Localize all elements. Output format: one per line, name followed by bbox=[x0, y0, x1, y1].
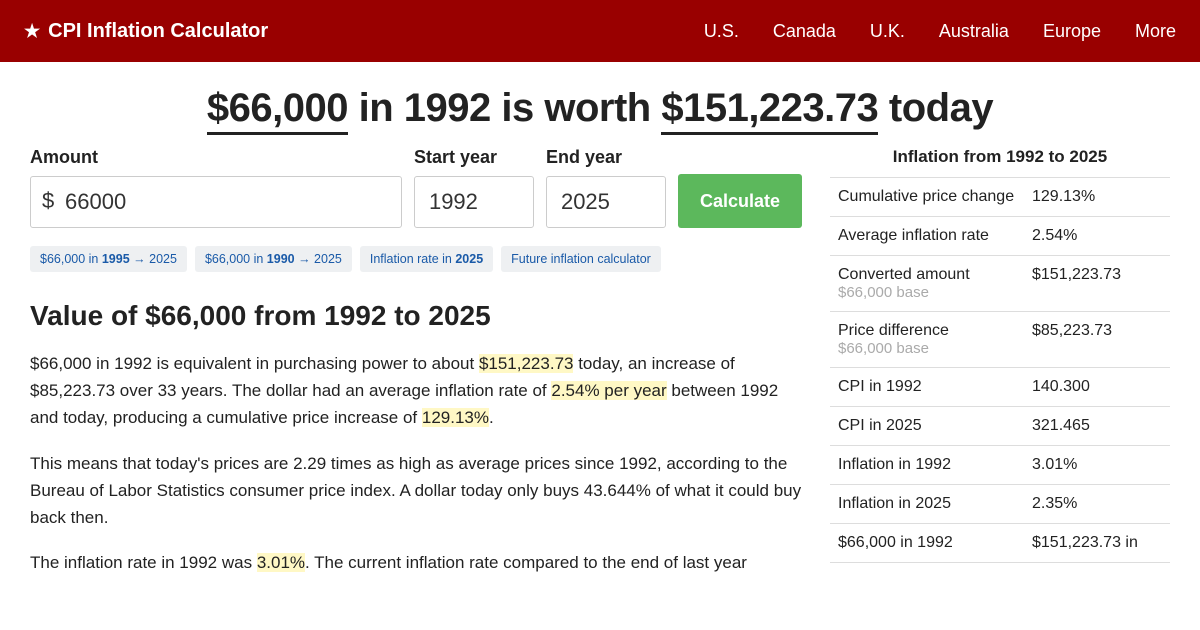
stats-label: Price difference$66,000 base bbox=[838, 322, 1032, 357]
calculator-form: Amount $ Start year End year Calculate bbox=[30, 147, 802, 228]
stats-row: Inflation in 20252.35% bbox=[830, 485, 1170, 524]
stats-row: Cumulative price change129.13% bbox=[830, 178, 1170, 217]
page-headline: $66,000 in 1992 is worth $151,223.73 tod… bbox=[0, 86, 1200, 131]
brand[interactable]: ★ CPI Inflation Calculator bbox=[24, 20, 268, 43]
pill-future[interactable]: Future inflation calculator bbox=[501, 246, 661, 272]
stats-sublabel: $66,000 base bbox=[838, 284, 1032, 301]
start-year-label: Start year bbox=[414, 147, 534, 168]
nav-links: U.S. Canada U.K. Australia Europe More bbox=[704, 21, 1176, 42]
stats-value: 2.54% bbox=[1032, 227, 1162, 245]
stats-panel: Inflation from 1992 to 2025 Cumulative p… bbox=[830, 147, 1170, 594]
pill-1990[interactable]: $66,000 in 1990 → 2025 bbox=[195, 246, 352, 272]
headline-amount: $66,000 bbox=[207, 86, 348, 135]
stats-label: Inflation in 1992 bbox=[838, 456, 1032, 474]
stats-row: CPI in 1992140.300 bbox=[830, 368, 1170, 407]
nav-link-australia[interactable]: Australia bbox=[939, 21, 1009, 42]
headline-result: $151,223.73 bbox=[661, 86, 878, 135]
nav-link-uk[interactable]: U.K. bbox=[870, 21, 905, 42]
nav-link-more[interactable]: More bbox=[1135, 21, 1176, 42]
stats-value: 129.13% bbox=[1032, 188, 1162, 206]
body-text: $66,000 in 1992 is equivalent in purchas… bbox=[30, 350, 802, 576]
stats-sublabel: $66,000 base bbox=[838, 340, 1032, 357]
stats-title: Inflation from 1992 to 2025 bbox=[830, 147, 1170, 177]
paragraph-2: This means that today's prices are 2.29 … bbox=[30, 450, 802, 532]
related-links: $66,000 in 1995 → 2025 $66,000 in 1990 →… bbox=[30, 246, 802, 272]
pill-1995[interactable]: $66,000 in 1995 → 2025 bbox=[30, 246, 187, 272]
stats-label: CPI in 1992 bbox=[838, 378, 1032, 396]
end-year-label: End year bbox=[546, 147, 666, 168]
stats-row: CPI in 2025321.465 bbox=[830, 407, 1170, 446]
stats-label: Cumulative price change bbox=[838, 188, 1032, 206]
start-year-input[interactable] bbox=[414, 176, 534, 228]
amount-input[interactable] bbox=[30, 176, 402, 228]
stats-label: Inflation in 2025 bbox=[838, 495, 1032, 513]
stats-row: Inflation in 19923.01% bbox=[830, 446, 1170, 485]
stats-table: Cumulative price change129.13%Average in… bbox=[830, 177, 1170, 563]
stats-row: Price difference$66,000 base$85,223.73 bbox=[830, 312, 1170, 368]
nav-link-europe[interactable]: Europe bbox=[1043, 21, 1101, 42]
stats-value: 3.01% bbox=[1032, 456, 1162, 474]
brand-text: CPI Inflation Calculator bbox=[48, 20, 268, 43]
nav-link-canada[interactable]: Canada bbox=[773, 21, 836, 42]
stats-label: Average inflation rate bbox=[838, 227, 1032, 245]
nav-link-us[interactable]: U.S. bbox=[704, 21, 739, 42]
stats-value: 2.35% bbox=[1032, 495, 1162, 513]
calculate-button[interactable]: Calculate bbox=[678, 174, 802, 228]
stats-row: Converted amount$66,000 base$151,223.73 bbox=[830, 256, 1170, 312]
stats-label: Converted amount$66,000 base bbox=[838, 266, 1032, 301]
paragraph-1: $66,000 in 1992 is equivalent in purchas… bbox=[30, 350, 802, 432]
stats-value: 321.465 bbox=[1032, 417, 1162, 435]
amount-label: Amount bbox=[30, 147, 402, 168]
stats-label: $66,000 in 1992 bbox=[838, 534, 1032, 552]
navbar: ★ CPI Inflation Calculator U.S. Canada U… bbox=[0, 0, 1200, 62]
paragraph-3: The inflation rate in 1992 was 3.01%. Th… bbox=[30, 549, 802, 576]
stats-value: $151,223.73 in bbox=[1032, 534, 1162, 552]
stats-value: $85,223.73 bbox=[1032, 322, 1162, 357]
stats-row: Average inflation rate2.54% bbox=[830, 217, 1170, 256]
dollar-icon: $ bbox=[42, 188, 54, 214]
stats-label: CPI in 2025 bbox=[838, 417, 1032, 435]
end-year-input[interactable] bbox=[546, 176, 666, 228]
stats-value: $151,223.73 bbox=[1032, 266, 1162, 301]
stats-row: $66,000 in 1992$151,223.73 in bbox=[830, 524, 1170, 563]
pill-2025-rate[interactable]: Inflation rate in 2025 bbox=[360, 246, 493, 272]
section-title: Value of $66,000 from 1992 to 2025 bbox=[30, 300, 802, 332]
stats-value: 140.300 bbox=[1032, 378, 1162, 396]
star-icon: ★ bbox=[24, 21, 40, 42]
